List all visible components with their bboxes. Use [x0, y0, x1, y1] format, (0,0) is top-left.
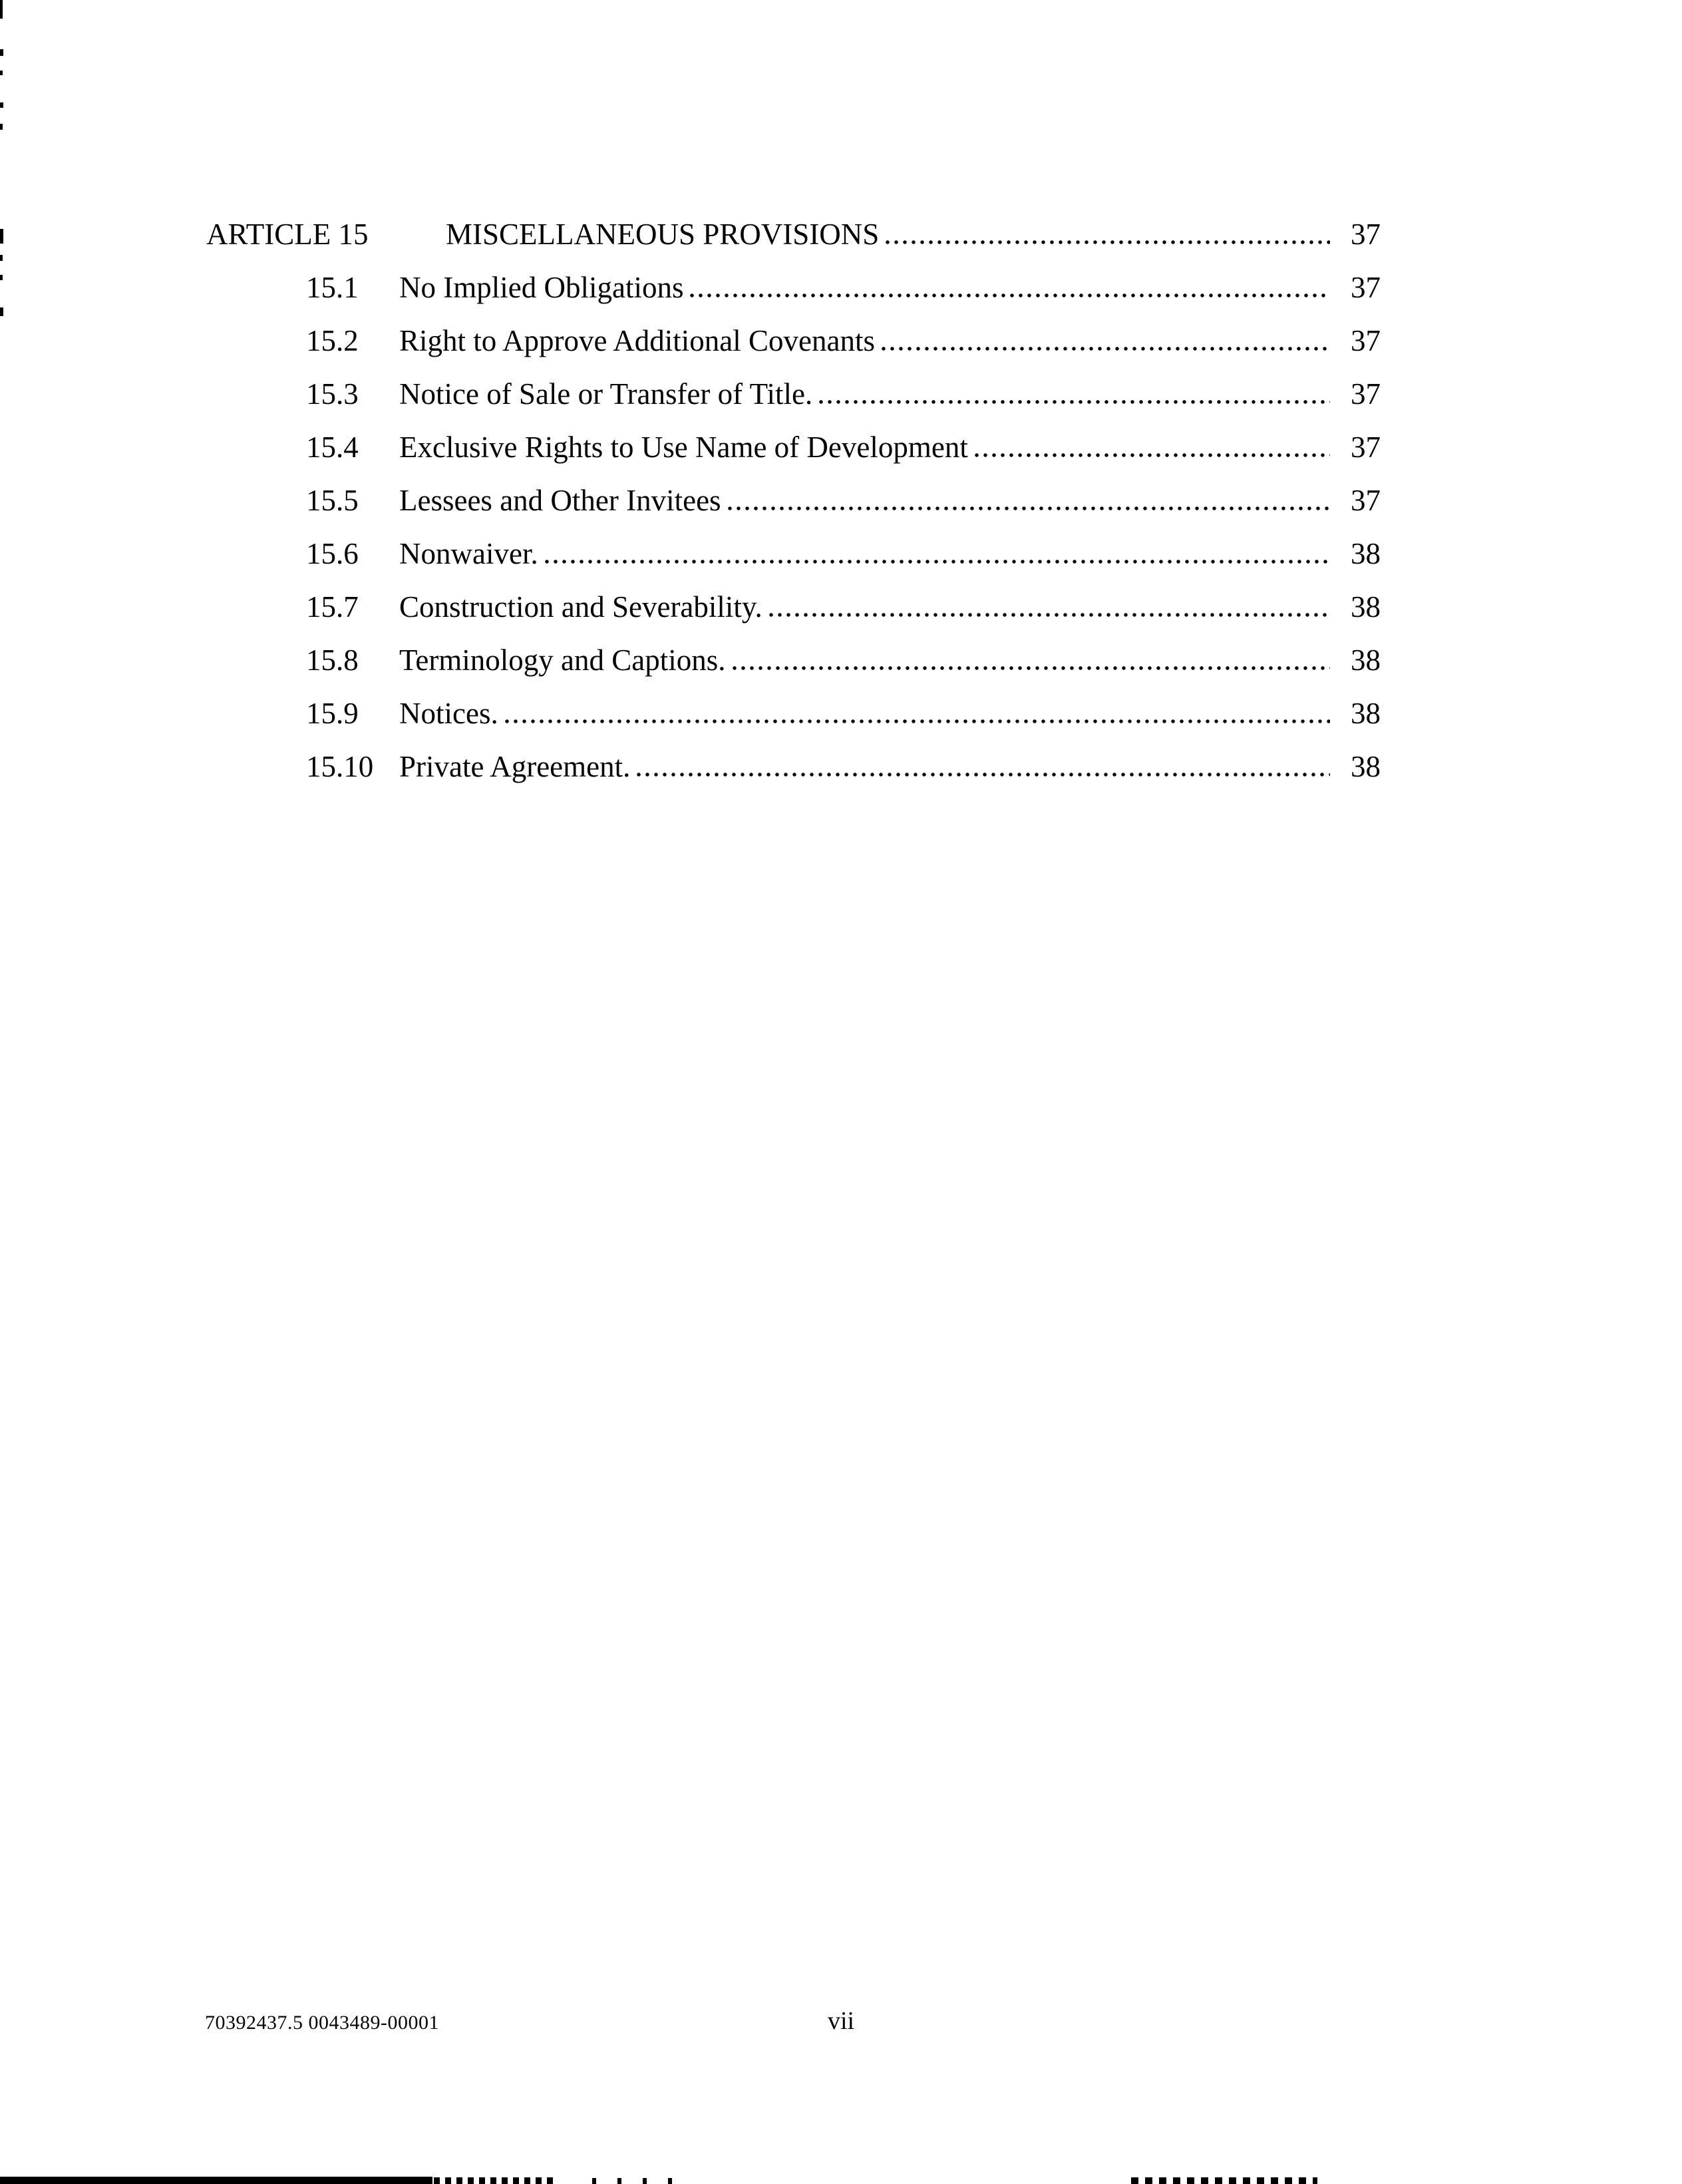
scan-artifact-bottom-bar — [0, 2177, 432, 2184]
toc-entry-row: 15.3 Notice of Sale or Transfer of Title… — [206, 367, 1381, 421]
page-number: 37 — [1351, 271, 1381, 304]
section-title: Exclusive Rights to Use Name of Developm… — [399, 431, 968, 464]
section-number: 15.8 — [306, 643, 359, 677]
toc-entry-row: 15.10 Private Agreement. 38 — [206, 740, 1381, 793]
section-title: No Implied Obligations — [399, 271, 684, 304]
scan-artifact-bottom-bar — [1131, 2177, 1317, 2184]
toc-article-heading-row: ARTICLE 15 MISCELLANEOUS PROVISIONS 37 — [206, 208, 1381, 261]
section-number: 15.6 — [306, 537, 359, 570]
section-number: 15.9 — [306, 697, 359, 730]
dot-leader — [727, 506, 1330, 510]
page-number: 38 — [1351, 590, 1381, 624]
page-number: 37 — [1351, 377, 1381, 411]
document-id: 70392437.5 0043489-00001 — [205, 2012, 439, 2034]
section-title: Terminology and Captions. — [399, 643, 726, 677]
dot-leader — [504, 719, 1330, 723]
section-title: Lessees and Other Invitees — [399, 484, 721, 517]
toc-entry-row: 15.7 Construction and Severability. 38 — [206, 580, 1381, 634]
toc-entry-row: 15.1 No Implied Obligations 37 — [206, 261, 1381, 314]
article-number-label: ARTICLE 15 — [206, 218, 369, 251]
scan-artifact-left-edge — [0, 0, 3, 19]
section-title: Right to Approve Additional Covenants — [399, 324, 875, 357]
section-title: Nonwaiver. — [399, 537, 538, 570]
scan-artifact-left-edge — [0, 102, 3, 108]
scan-artifact-left-edge — [0, 307, 3, 316]
section-title: Private Agreement. — [399, 750, 631, 783]
section-number: 15.1 — [306, 271, 359, 304]
article-title: MISCELLANEOUS PROVISIONS — [446, 218, 880, 251]
toc-entry-row: 15.9 Notices. 38 — [206, 687, 1381, 740]
table-of-contents: ARTICLE 15 MISCELLANEOUS PROVISIONS 37 1… — [206, 208, 1381, 793]
section-title: Notices. — [399, 697, 498, 730]
page-number: 38 — [1351, 537, 1381, 570]
section-number: 15.5 — [306, 484, 359, 517]
toc-entry-row: 15.4 Exclusive Rights to Use Name of Dev… — [206, 421, 1381, 474]
section-title: Notice of Sale or Transfer of Title. — [399, 377, 813, 411]
section-title: Construction and Severability. — [399, 590, 762, 624]
page-number: 37 — [1351, 218, 1381, 251]
dot-leader — [637, 773, 1330, 777]
dot-leader — [819, 400, 1330, 404]
section-number: 15.4 — [306, 431, 359, 464]
scan-artifact-left-edge — [0, 49, 3, 56]
section-number: 15.10 — [306, 750, 374, 783]
scan-artifact-left-edge — [0, 255, 3, 261]
scan-artifact-left-edge — [0, 71, 3, 75]
toc-entry-row: 15.6 Nonwaiver. 38 — [206, 527, 1381, 580]
dot-leader — [886, 240, 1330, 244]
page-folio: vii — [827, 2007, 855, 2035]
dot-leader — [974, 453, 1330, 457]
scan-artifact-left-edge — [0, 124, 3, 130]
section-number: 15.2 — [306, 324, 359, 357]
page-number: 38 — [1351, 750, 1381, 783]
scan-artifact-left-edge — [0, 275, 3, 280]
page-number: 38 — [1351, 643, 1381, 677]
toc-entry-row: 15.2 Right to Approve Additional Covenan… — [206, 314, 1381, 367]
page-number: 38 — [1351, 697, 1381, 730]
page-number: 37 — [1351, 431, 1381, 464]
toc-entry-row: 15.5 Lessees and Other Invitees 37 — [206, 474, 1381, 527]
section-number: 15.7 — [306, 590, 359, 624]
section-number: 15.3 — [306, 377, 359, 411]
toc-entry-row: 15.8 Terminology and Captions. 38 — [206, 634, 1381, 687]
scan-artifact-left-edge — [0, 229, 3, 244]
dot-leader — [768, 613, 1330, 617]
page-number: 37 — [1351, 484, 1381, 517]
page-number: 37 — [1351, 324, 1381, 357]
dot-leader — [690, 293, 1330, 297]
dot-leader — [732, 666, 1330, 670]
scan-artifact-bottom-bar — [434, 2177, 554, 2184]
dot-leader — [544, 560, 1330, 564]
scan-artifact-bottom-bar — [592, 2178, 685, 2184]
dot-leader — [881, 347, 1330, 351]
